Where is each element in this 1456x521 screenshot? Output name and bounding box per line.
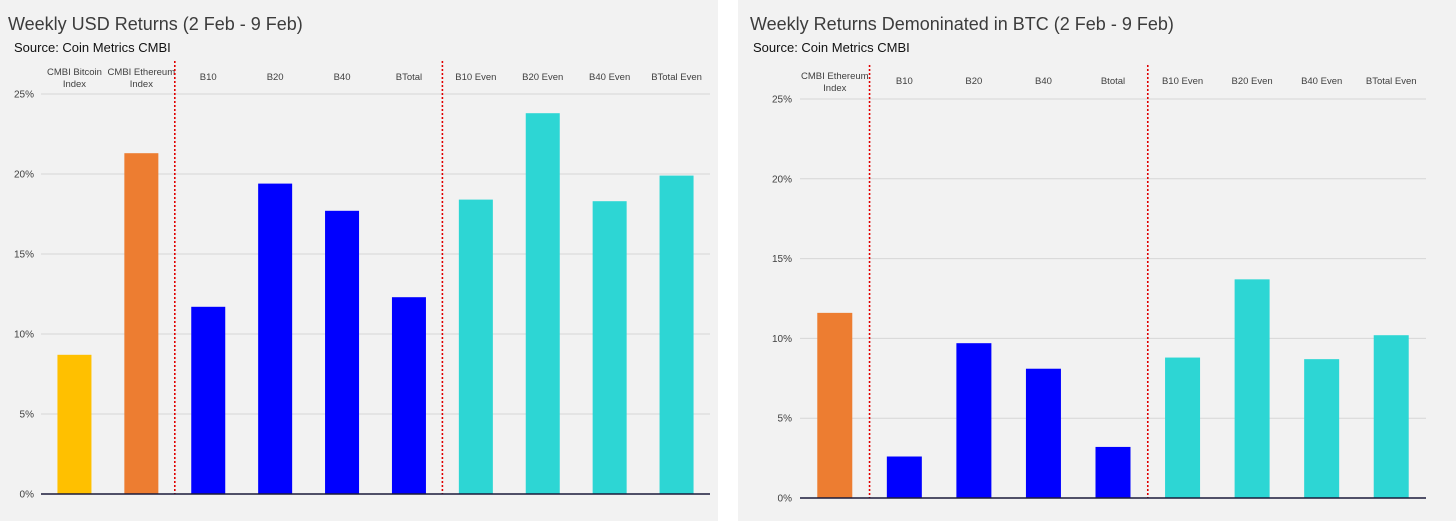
bar (1025, 368, 1061, 498)
y-tick-label: 25% (14, 90, 34, 101)
category-label: B20 Even (522, 72, 563, 83)
y-tick-label: 5% (20, 410, 35, 421)
category-label: B10 Even (1162, 76, 1203, 87)
category-label: B40 Even (1301, 76, 1342, 87)
category-label: B20 (267, 72, 284, 83)
y-tick-label: 0% (20, 490, 35, 501)
bar (1373, 335, 1409, 498)
bar (124, 153, 159, 494)
category-label: B40 (334, 72, 351, 83)
y-tick-label: 5% (778, 414, 793, 425)
bar (659, 175, 694, 494)
btc-returns-bar-chart: 0% 5% 10% 15% 20% 25% CMBI Ethereum Index B10 B20… (772, 65, 1426, 505)
category-label: B10 (896, 76, 913, 87)
category-label: CMBI Bitcoin Index (47, 67, 102, 90)
category-label: CMBI Ethereum Index (801, 71, 869, 94)
bar (258, 183, 293, 494)
usd-returns-bar-chart: 0% 5% 10% 15% 20% 25% CMBI Bitcoin Index CMBI Et… (14, 61, 710, 501)
category-label: B40 (1035, 76, 1052, 87)
category-label: Btotal (1101, 76, 1125, 87)
bar (391, 297, 426, 494)
y-tick-label: 20% (772, 174, 792, 185)
chart-panel-btc-returns: Weekly Returns Demoninated in BTC (2 Feb… (738, 0, 1456, 521)
bar (886, 456, 922, 498)
bar (1304, 359, 1340, 498)
category-label: BTotal Even (1366, 76, 1417, 87)
bar (956, 343, 992, 498)
y-tick-label: 20% (14, 170, 34, 181)
bar (1234, 279, 1270, 498)
category-label: B10 Even (455, 72, 496, 83)
category-label: CMBI Ethereum Index (108, 67, 176, 90)
y-tick-label: 15% (772, 254, 792, 265)
y-tick-label: 0% (778, 494, 793, 505)
bar (817, 312, 853, 498)
bar (592, 201, 627, 494)
bar (525, 113, 560, 494)
y-tick-label: 10% (14, 330, 34, 341)
bar (1165, 357, 1201, 498)
category-label: B20 (965, 76, 982, 87)
bar (1095, 446, 1131, 498)
bar (191, 306, 226, 494)
y-tick-label: 25% (772, 95, 792, 106)
y-tick-label: 15% (14, 250, 34, 261)
bar (325, 210, 360, 495)
chart-title: Weekly USD Returns (2 Feb - 9 Feb) (8, 14, 303, 34)
category-label: BTotal (396, 72, 422, 83)
bar (458, 199, 493, 494)
chart-subtitle: Source: Coin Metrics CMBI (753, 40, 910, 55)
category-label: B20 Even (1232, 76, 1273, 87)
chart-panel-usd-returns: Weekly USD Returns (2 Feb - 9 Feb) Sourc… (0, 0, 718, 521)
y-tick-label: 10% (772, 334, 792, 345)
category-label: BTotal Even (651, 72, 702, 83)
bar (57, 354, 92, 494)
chart-title: Weekly Returns Demoninated in BTC (2 Feb… (750, 14, 1174, 34)
category-label: B10 (200, 72, 217, 83)
category-label: B40 Even (589, 72, 630, 83)
chart-subtitle: Source: Coin Metrics CMBI (14, 40, 171, 55)
